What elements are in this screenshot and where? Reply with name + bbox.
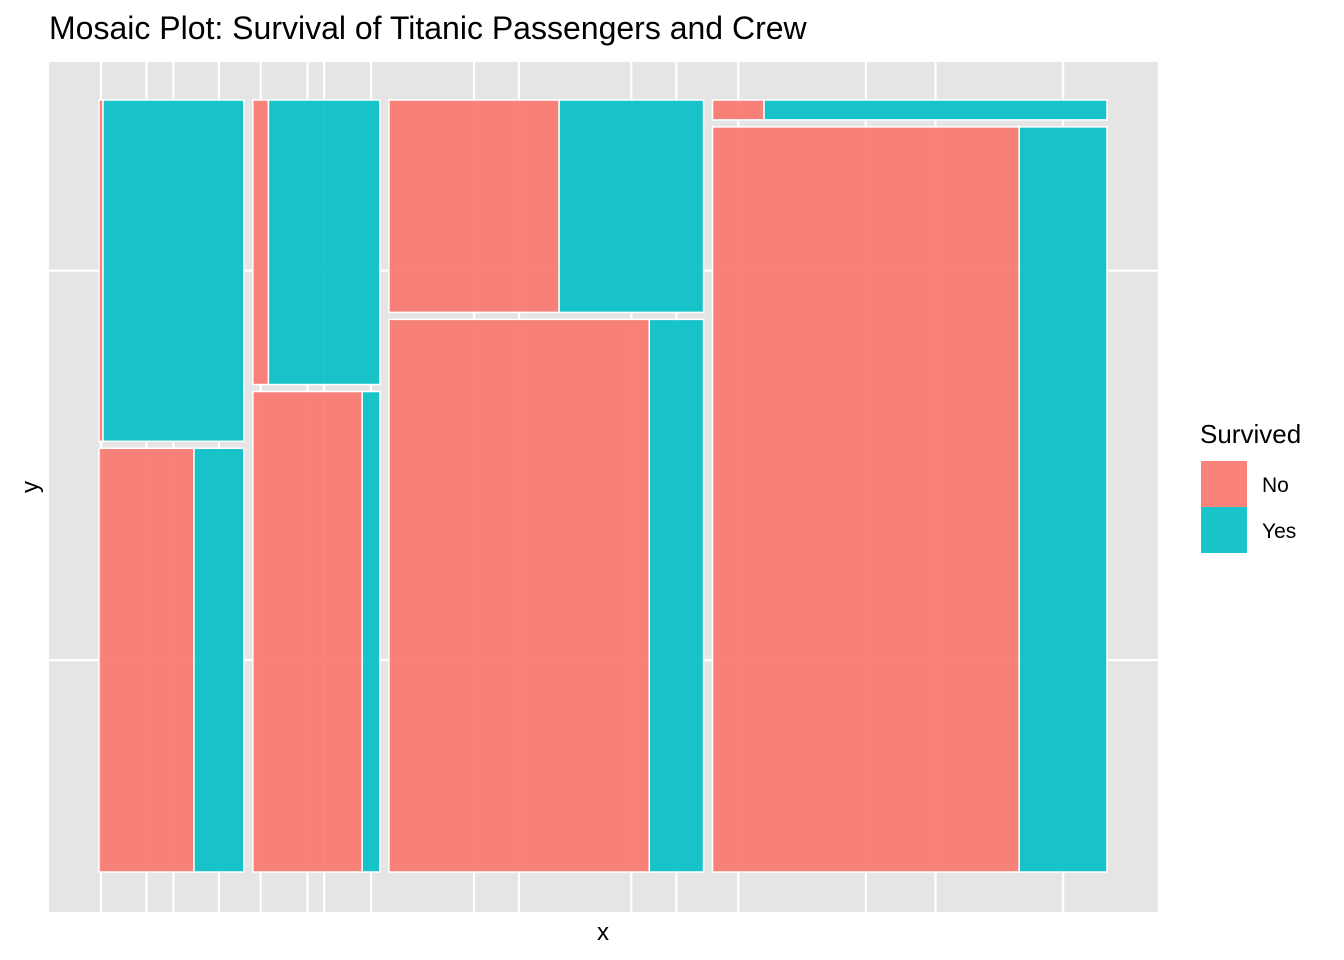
tile-2nd-female-no: [252, 99, 270, 386]
tile-1st-female-yes: [102, 99, 245, 443]
tile-2nd-female-yes: [267, 99, 381, 386]
tile-3rd-male-no: [388, 318, 651, 873]
tile-3rd-male-yes: [648, 318, 705, 873]
legend-label-no: No: [1262, 474, 1289, 497]
tile-2nd-male-no: [252, 390, 363, 873]
x-axis-label: x: [597, 919, 609, 946]
mosaic-tiles: [98, 99, 1108, 873]
legend-label-yes: Yes: [1262, 520, 1296, 543]
legend-key-no: [1201, 461, 1247, 507]
tile-crew-female-yes: [763, 99, 1108, 121]
tile-crew-male-no: [711, 126, 1020, 873]
legend: Survived No Yes: [1200, 419, 1301, 553]
tile-crew-female-no: [711, 99, 765, 121]
chart-title: Mosaic Plot: Survival of Titanic Passeng…: [49, 10, 808, 46]
tile-1st-male-no: [98, 447, 195, 873]
tile-1st-male-yes: [193, 447, 245, 873]
tile-3rd-female-no: [388, 99, 560, 314]
tile-2nd-male-yes: [361, 390, 381, 873]
tile-3rd-female-yes: [558, 99, 705, 314]
legend-key-yes: [1201, 507, 1247, 553]
legend-title: Survived: [1200, 419, 1301, 449]
tile-crew-male-yes: [1018, 126, 1108, 873]
y-axis-label: y: [17, 481, 44, 493]
